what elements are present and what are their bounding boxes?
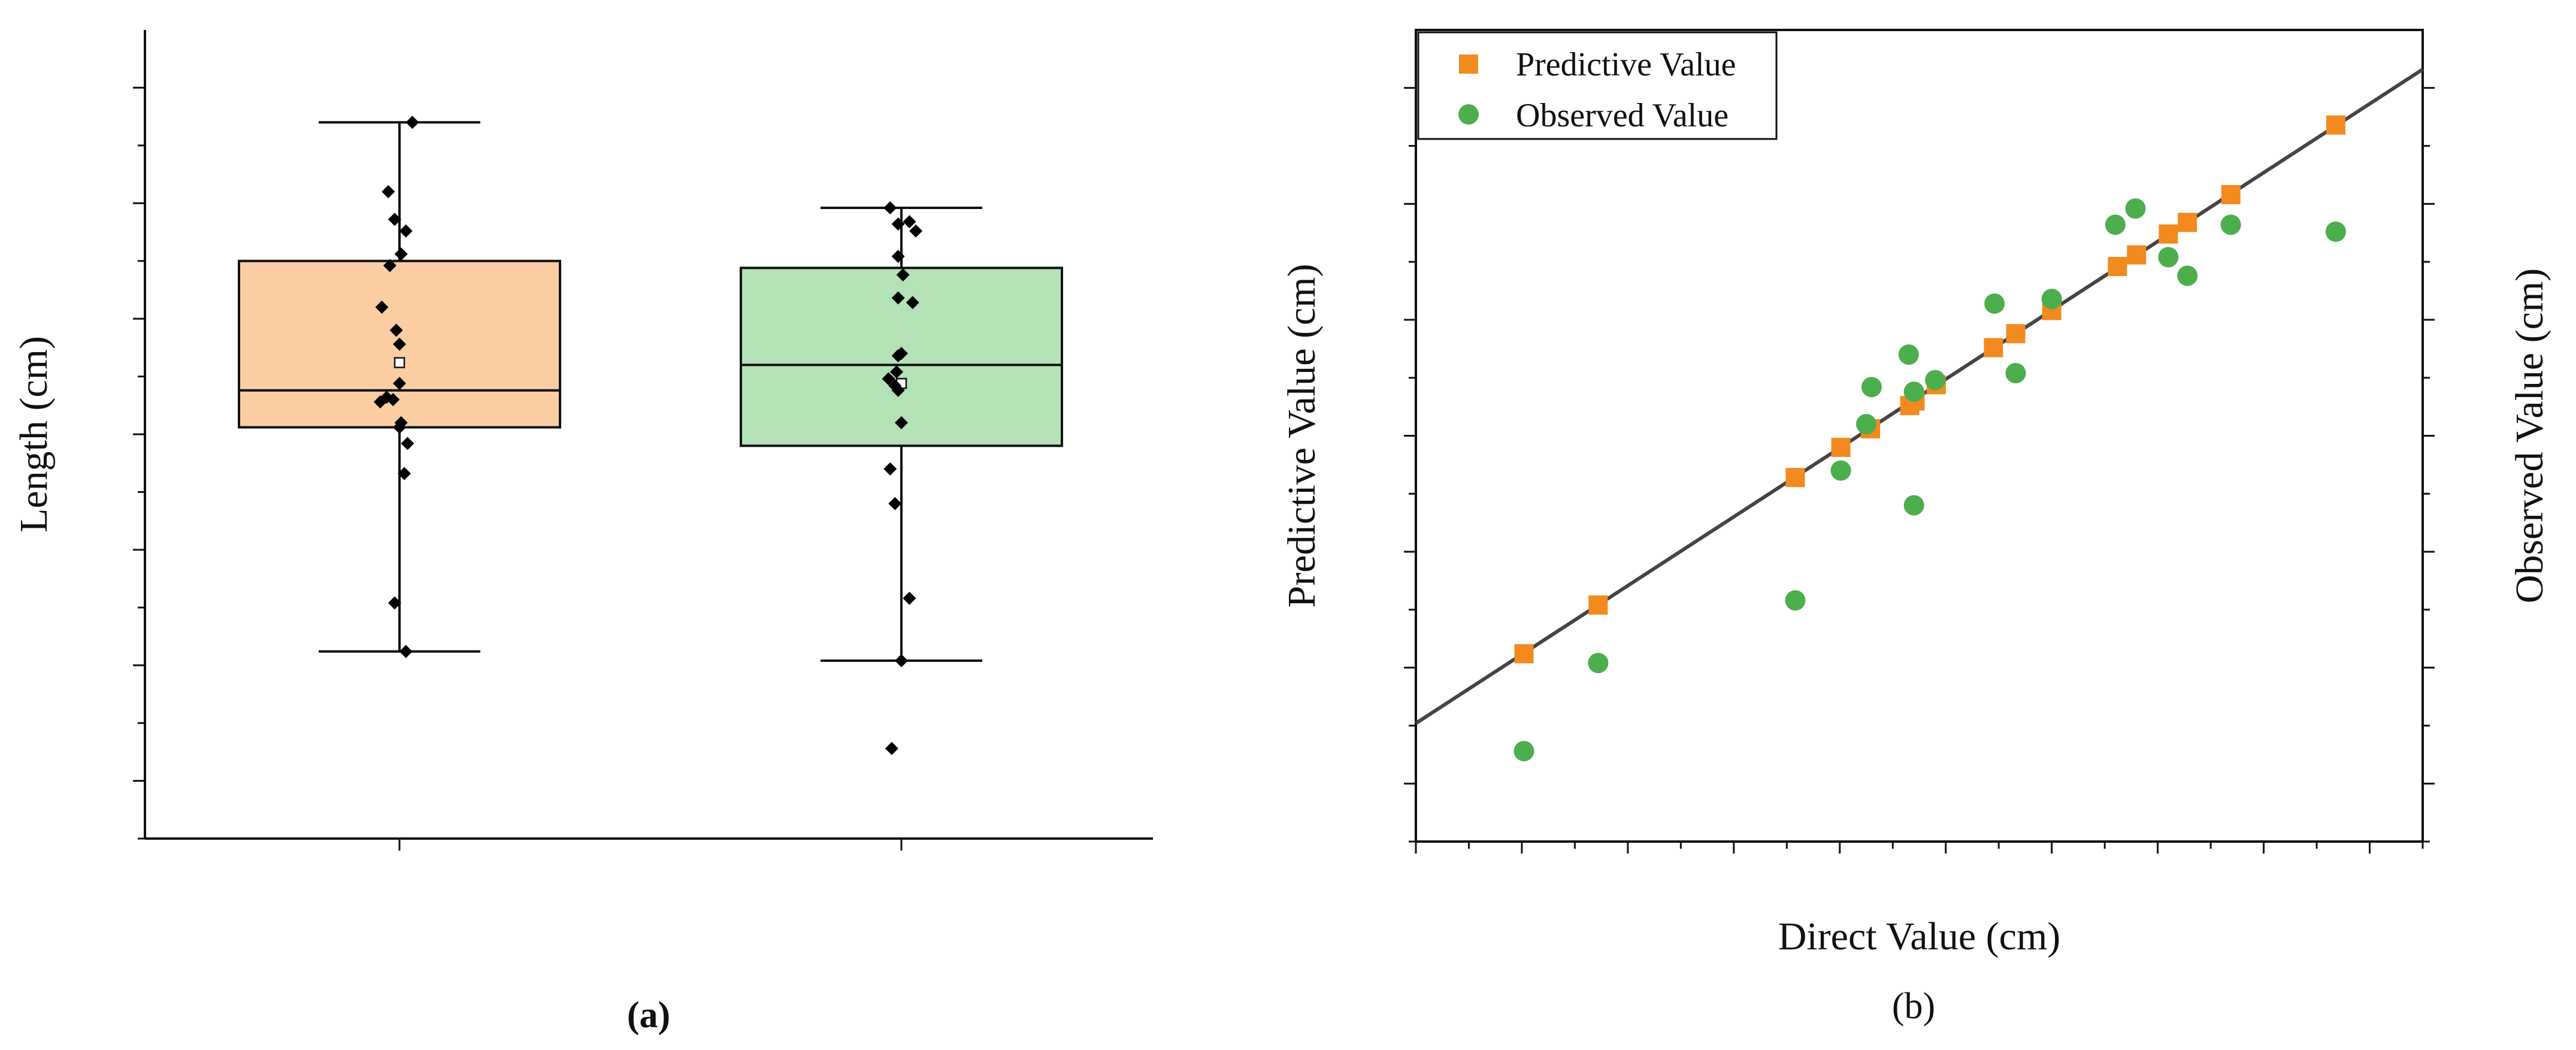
- data-point: [388, 596, 401, 610]
- data-point: [393, 420, 406, 434]
- square-point: [2326, 115, 2345, 135]
- data-point: [398, 467, 411, 480]
- data-point: [388, 213, 401, 226]
- x-axis-ticks: [398, 839, 903, 851]
- circle-point: [2158, 247, 2179, 268]
- right-y-axis-ticks: [2423, 87, 2435, 843]
- left-y-axis-ticks: [1404, 87, 1416, 843]
- jitter-points: [373, 116, 923, 755]
- x-axis-title: Direct Value (cm): [1778, 915, 2061, 958]
- circle-point: [2220, 214, 2241, 235]
- data-point: [394, 247, 408, 261]
- legend-label-observed: Observed Value: [1516, 97, 1729, 134]
- data-point: [383, 259, 396, 273]
- circle-point: [2325, 221, 2346, 242]
- data-point: [393, 377, 406, 391]
- panel-b-scatter-plot: Predictive Value Observed Value Direct V…: [1280, 29, 2551, 1027]
- circle-point: [1898, 344, 1919, 365]
- data-point: [895, 654, 908, 667]
- data-point: [903, 215, 916, 229]
- plot-border: [1415, 29, 2424, 843]
- data-point: [883, 201, 897, 214]
- data-point: [375, 300, 389, 314]
- data-point: [903, 591, 916, 605]
- left-y-axis-title: Predictive Value (cm): [1280, 264, 1324, 607]
- square-point: [2221, 184, 2241, 204]
- legend-box: [1417, 31, 1778, 140]
- square-point: [1514, 644, 1534, 664]
- square-point: [1588, 595, 1608, 615]
- circle-point: [1925, 370, 1946, 391]
- mean-marker: [393, 357, 405, 368]
- x-axis-ticks: [1415, 842, 2424, 854]
- square-point: [2127, 245, 2147, 265]
- panel-a-box-plot: Length (cm) (a): [12, 30, 1153, 1036]
- circle-point: [1861, 377, 1882, 398]
- data-point: [891, 291, 905, 305]
- data-point: [399, 644, 413, 658]
- data-point: [405, 116, 419, 129]
- data-point: [895, 416, 908, 429]
- data-point: [373, 395, 387, 408]
- circle-point: [2125, 198, 2146, 219]
- data-point: [896, 268, 910, 282]
- data-point: [399, 224, 413, 238]
- data-point: [885, 742, 898, 755]
- data-point: [891, 217, 905, 231]
- data-point: [389, 323, 403, 337]
- data-point: [382, 185, 395, 198]
- plot-frame: [1415, 29, 2424, 843]
- circle-point: [1903, 495, 1924, 516]
- square-point: [2108, 256, 2127, 276]
- circle-point: [1856, 414, 1877, 435]
- data-point: [889, 365, 903, 379]
- scatter-series: [1513, 115, 2346, 762]
- legend-marker-circle: [1458, 104, 1479, 125]
- y-axis-title: Length (cm): [12, 336, 56, 532]
- circle-point: [1785, 590, 1806, 611]
- circle-point: [2177, 265, 2198, 286]
- panel-a-caption: (a): [627, 995, 670, 1036]
- data-point: [883, 462, 897, 476]
- square-point: [1984, 338, 2003, 358]
- square-point: [1831, 437, 1851, 457]
- circle-point: [1830, 460, 1851, 481]
- legend: Predictive Value Observed Value: [1417, 31, 1778, 140]
- data-point: [393, 337, 406, 351]
- square-point: [1785, 468, 1805, 488]
- right-y-axis-title: Observed Value (cm): [2508, 268, 2551, 604]
- circle-point: [2041, 289, 2062, 310]
- legend-marker-square: [1459, 55, 1478, 74]
- data-point: [891, 349, 905, 362]
- series-observed: [1513, 198, 2346, 762]
- circle-point: [2005, 362, 2026, 383]
- legend-label-predictive: Predictive Value: [1516, 46, 1736, 83]
- data-point: [906, 296, 919, 310]
- circle-point: [1903, 381, 1924, 402]
- square-point: [2178, 213, 2197, 232]
- panel-b-caption: (b): [1892, 986, 1935, 1027]
- data-point: [386, 393, 400, 407]
- data-point: [891, 250, 905, 263]
- circle-point: [1588, 652, 1609, 673]
- data-point: [909, 224, 923, 238]
- data-point: [888, 497, 902, 510]
- data-point: [401, 437, 414, 450]
- circle-point: [2105, 214, 2126, 235]
- circle-point: [1984, 293, 2005, 314]
- data-point: [891, 383, 905, 397]
- box-group: [238, 121, 1063, 662]
- data-point: [882, 372, 895, 386]
- y-axis-ticks: [133, 86, 145, 840]
- square-point: [2006, 324, 2026, 344]
- square-point: [2159, 224, 2178, 244]
- series-predictive: [1514, 115, 2345, 664]
- circle-point: [1513, 741, 1534, 762]
